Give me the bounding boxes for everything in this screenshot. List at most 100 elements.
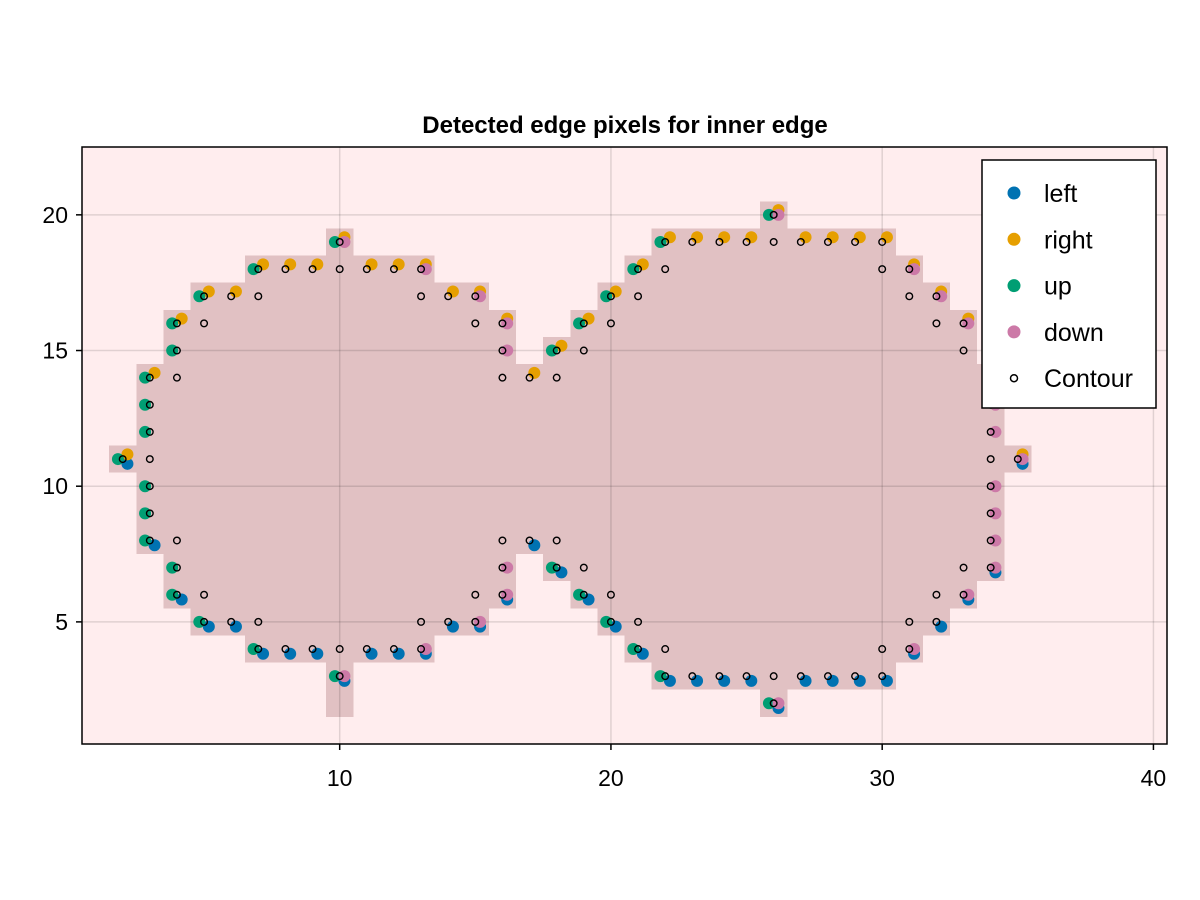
x-tick-label: 40 bbox=[1141, 765, 1167, 791]
x-tick-label: 30 bbox=[869, 765, 895, 791]
y-tick-label: 15 bbox=[42, 338, 68, 364]
point-contour bbox=[986, 455, 995, 464]
point-contour bbox=[769, 672, 778, 681]
point-contour bbox=[742, 672, 751, 681]
point-contour bbox=[172, 346, 181, 355]
point-contour bbox=[417, 645, 426, 654]
point-up bbox=[247, 643, 260, 656]
region-row bbox=[163, 309, 516, 337]
point-contour bbox=[172, 536, 181, 545]
point-contour bbox=[932, 590, 941, 599]
point-contour bbox=[498, 373, 507, 382]
point-up bbox=[545, 561, 558, 574]
point-left bbox=[935, 620, 948, 633]
point-left bbox=[229, 620, 242, 633]
point-left bbox=[853, 674, 866, 687]
point-left bbox=[311, 647, 324, 660]
point-contour bbox=[471, 617, 480, 626]
point-contour bbox=[742, 237, 751, 246]
point-contour bbox=[688, 672, 697, 681]
region-row bbox=[163, 554, 516, 582]
point-down bbox=[501, 317, 514, 330]
point-right bbox=[121, 448, 134, 461]
region-row bbox=[190, 282, 489, 310]
region-pixels bbox=[109, 201, 1032, 717]
point-contour bbox=[281, 645, 290, 654]
point-up bbox=[654, 670, 667, 683]
point-contour bbox=[417, 292, 426, 301]
axes: 10 20 30 40 5 10 15 20 bbox=[42, 146, 1168, 791]
point-contour bbox=[145, 509, 154, 518]
region-row bbox=[244, 255, 435, 283]
point-contour bbox=[878, 672, 887, 681]
point-contour bbox=[1013, 455, 1022, 464]
point-contour bbox=[552, 563, 561, 572]
point-up bbox=[139, 425, 152, 438]
point-up bbox=[600, 615, 613, 628]
point-right bbox=[528, 366, 541, 379]
point-up bbox=[654, 235, 667, 248]
point-up bbox=[545, 344, 558, 357]
point-up bbox=[139, 398, 152, 411]
point-left bbox=[718, 674, 731, 687]
point-contour bbox=[417, 617, 426, 626]
point-contour bbox=[905, 645, 914, 654]
point-right bbox=[582, 312, 595, 325]
region-row bbox=[136, 391, 1005, 419]
point-right bbox=[691, 231, 704, 244]
point-down bbox=[935, 290, 948, 303]
point-contour bbox=[362, 645, 371, 654]
region-row bbox=[651, 662, 896, 690]
point-down bbox=[338, 235, 351, 248]
point-contour bbox=[606, 292, 615, 301]
point-contour bbox=[200, 319, 209, 328]
point-right bbox=[257, 258, 270, 271]
point-up bbox=[166, 561, 179, 574]
point-right bbox=[446, 285, 459, 298]
point-down bbox=[501, 561, 514, 574]
point-contour bbox=[471, 590, 480, 599]
legend-marker-contour bbox=[1009, 373, 1019, 383]
point-contour bbox=[145, 455, 154, 464]
point-contour bbox=[389, 645, 398, 654]
point-contour bbox=[932, 617, 941, 626]
point-contour bbox=[172, 319, 181, 328]
point-contour bbox=[444, 617, 453, 626]
region-row bbox=[570, 309, 978, 337]
point-left bbox=[799, 674, 812, 687]
region-row bbox=[136, 418, 1005, 446]
point-up bbox=[166, 317, 179, 330]
point-contour bbox=[959, 319, 968, 328]
point-contour bbox=[227, 292, 236, 301]
point-contour bbox=[552, 373, 561, 382]
point-up bbox=[139, 534, 152, 547]
point-right bbox=[853, 231, 866, 244]
point-contour bbox=[661, 672, 670, 681]
point-contour bbox=[715, 237, 724, 246]
legend: left right up down Contour bbox=[981, 159, 1157, 409]
point-left bbox=[284, 647, 297, 660]
point-contour bbox=[715, 672, 724, 681]
point-up bbox=[139, 480, 152, 493]
region-row bbox=[543, 554, 1005, 582]
point-contour bbox=[172, 590, 181, 599]
point-left bbox=[745, 674, 758, 687]
point-left bbox=[555, 566, 568, 579]
point-contour bbox=[335, 672, 344, 681]
point-right bbox=[880, 231, 893, 244]
point-contour bbox=[200, 590, 209, 599]
point-contour bbox=[661, 265, 670, 274]
point-contour bbox=[959, 346, 968, 355]
point-contour bbox=[986, 427, 995, 436]
point-contour bbox=[661, 645, 670, 654]
point-contour bbox=[498, 319, 507, 328]
point-down bbox=[419, 263, 432, 276]
point-contour bbox=[986, 482, 995, 491]
point-contour bbox=[254, 645, 263, 654]
point-contour bbox=[498, 346, 507, 355]
point-contour bbox=[851, 672, 860, 681]
legend-marker-right bbox=[1007, 232, 1021, 246]
point-contour bbox=[634, 645, 643, 654]
point-contour bbox=[389, 265, 398, 274]
